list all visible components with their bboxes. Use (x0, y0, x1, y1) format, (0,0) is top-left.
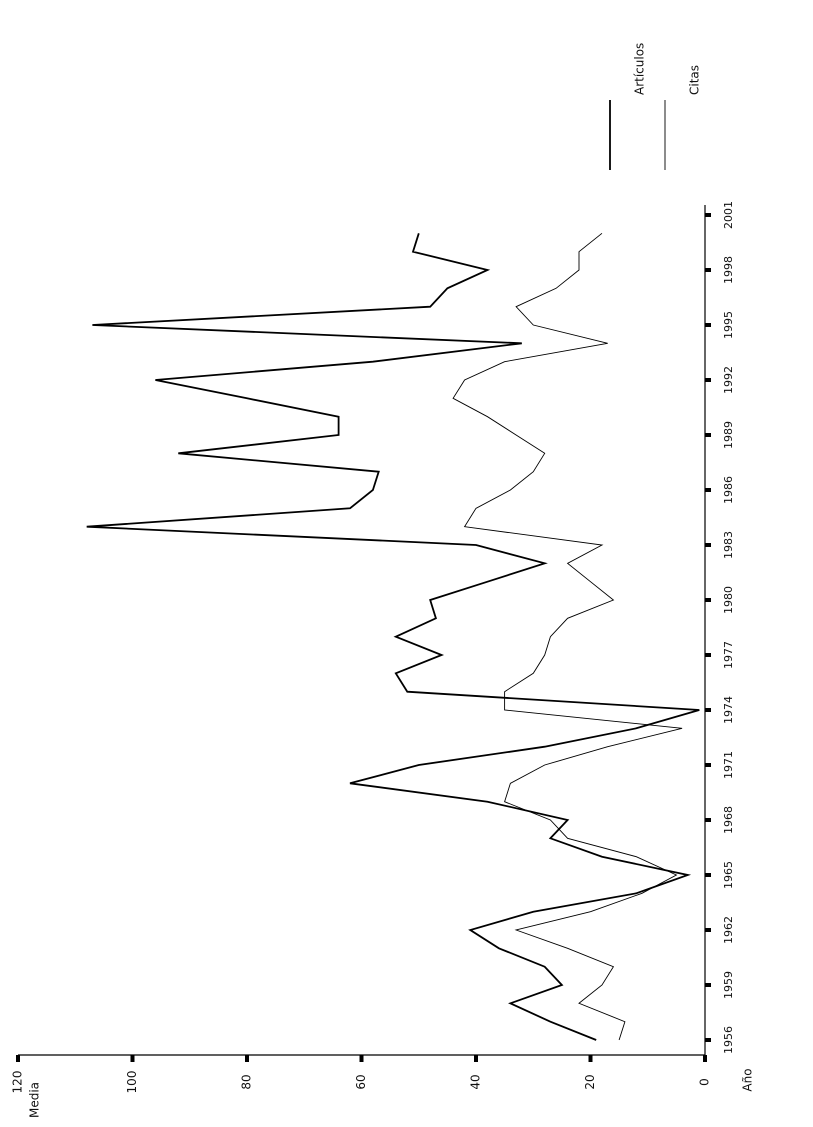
y-tick-label: 80 (240, 1074, 254, 1089)
y-tick (245, 1055, 249, 1062)
x-tick (705, 378, 711, 382)
x-tick-label: 1995 (722, 311, 735, 339)
y-tick (359, 1055, 364, 1062)
x-tick (705, 488, 711, 492)
y-tick-label: 100 (125, 1071, 139, 1094)
x-tick (705, 268, 711, 272)
x-tick-label: 1956 (722, 1026, 735, 1054)
y-tick (588, 1055, 593, 1062)
y-tick (703, 1055, 707, 1062)
x-tick-label: 1986 (722, 476, 735, 504)
y-tick-label: 60 (354, 1074, 368, 1089)
x-tick (705, 983, 711, 987)
series-line (452, 232, 683, 1041)
series-line (86, 233, 700, 1041)
x-tick (705, 543, 711, 547)
y-tick-label: 120 (11, 1071, 25, 1094)
x-tick (705, 928, 711, 932)
x-tick-label: 1974 (722, 696, 735, 724)
y-tick (130, 1055, 135, 1062)
rotated-frame: Media Año 0 20 40 60 80 100 120 1956 1959 1962 196… (11, 43, 755, 1118)
x-tick (705, 598, 711, 602)
x-tick (705, 873, 711, 877)
x-tick-label: 1977 (722, 641, 735, 669)
y-tick-label: 20 (583, 1074, 597, 1089)
x-tick-label: 2001 (722, 201, 735, 229)
y-tick (474, 1055, 478, 1062)
y-axis-title: Media (28, 1082, 42, 1118)
y-tick-label: 40 (469, 1074, 483, 1089)
x-tick (705, 323, 711, 327)
x-tick-label: 1980 (722, 586, 735, 614)
x-tick-label: 1959 (722, 971, 735, 999)
x-tick (705, 708, 711, 712)
x-axis-title: Año (741, 1068, 755, 1091)
y-tick (16, 1055, 20, 1062)
x-tick-label: 1965 (722, 861, 735, 889)
x-tick-label: 1962 (722, 916, 735, 944)
x-tick (705, 213, 711, 217)
legend-label: Artículos (633, 43, 647, 95)
x-tick-label: 1989 (722, 421, 735, 449)
y-tick-label: 0 (698, 1078, 712, 1086)
x-tick (705, 433, 711, 437)
x-tick (705, 653, 711, 657)
x-tick (705, 763, 711, 767)
x-tick (705, 1038, 711, 1042)
x-tick (705, 818, 711, 822)
x-tick-label: 1983 (722, 531, 735, 559)
legend-label: Citas (688, 65, 702, 95)
x-tick-label: 1968 (722, 806, 735, 834)
x-tick-label: 1998 (722, 256, 735, 284)
x-tick-label: 1992 (722, 366, 735, 394)
x-tick-label: 1971 (722, 751, 735, 779)
